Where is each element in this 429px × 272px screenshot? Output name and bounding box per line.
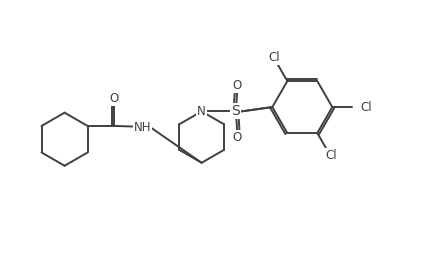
Text: O: O [233,79,242,92]
Text: Cl: Cl [360,101,372,114]
Text: O: O [233,131,242,144]
Text: NH: NH [134,121,151,134]
Text: Cl: Cl [325,149,337,162]
Text: Cl: Cl [268,51,280,64]
Text: N: N [197,105,206,118]
Text: S: S [232,104,240,118]
Text: O: O [109,92,119,106]
